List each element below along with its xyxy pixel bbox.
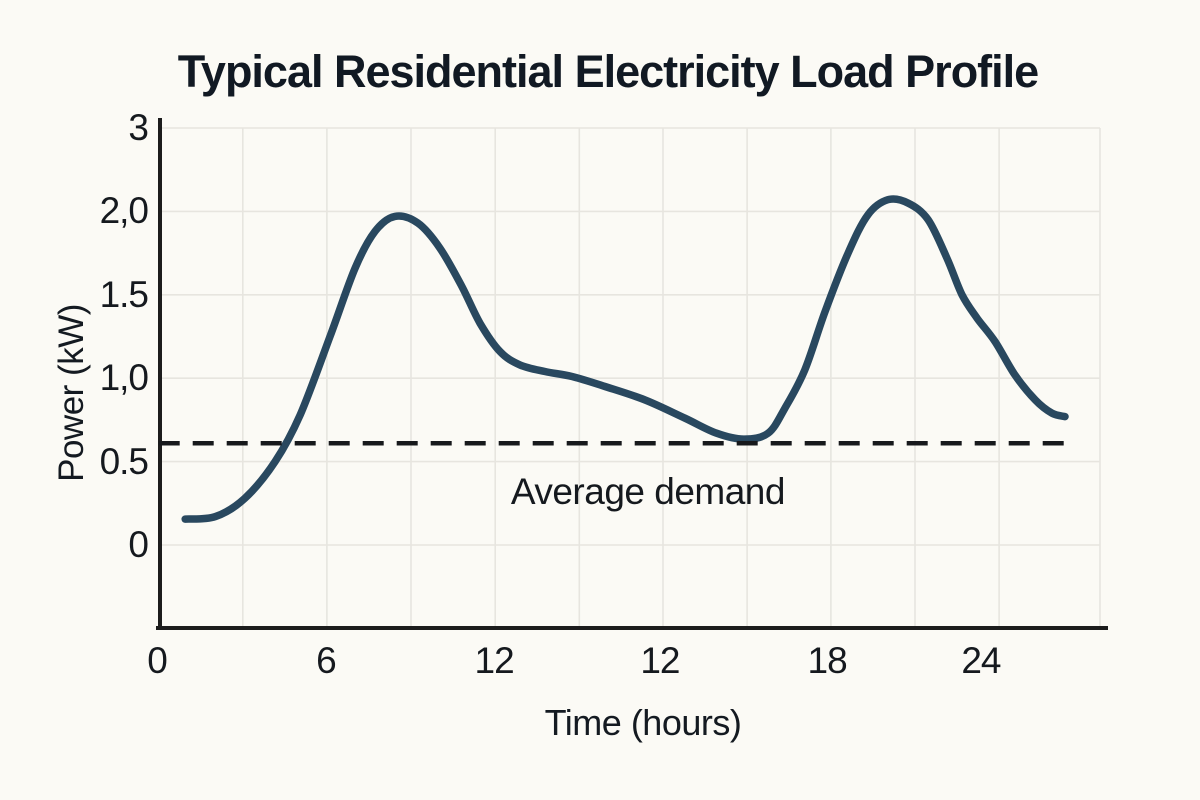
y-tick-label: 1,0 bbox=[99, 357, 149, 399]
x-tick-label: 12 bbox=[640, 640, 680, 681]
y-tick-label: 1.5 bbox=[99, 273, 149, 315]
average-demand-label: Average demand bbox=[510, 470, 786, 512]
x-tick-label: 0 bbox=[147, 640, 168, 681]
load-curve bbox=[181, 195, 1069, 523]
x-tick-label: 18 bbox=[807, 640, 848, 681]
y-tick-label: 2,0 bbox=[99, 190, 149, 232]
x-tick-label: 24 bbox=[961, 640, 1001, 681]
x-axis-title: Time (hours) bbox=[544, 702, 742, 743]
y-tick-label: 0.5 bbox=[99, 440, 149, 482]
grid-layer bbox=[160, 127, 1101, 628]
x-tick-label: 12 bbox=[474, 640, 515, 681]
chart-title: Typical Residential Electricity Load Pro… bbox=[177, 46, 1039, 97]
y-axis-title: Power (kW) bbox=[52, 304, 91, 482]
x-tick-label: 6 bbox=[316, 640, 337, 681]
y-tick-label: 0 bbox=[128, 524, 149, 565]
axis-layer bbox=[156, 118, 1108, 630]
y-tick-label: 3 bbox=[128, 107, 149, 148]
